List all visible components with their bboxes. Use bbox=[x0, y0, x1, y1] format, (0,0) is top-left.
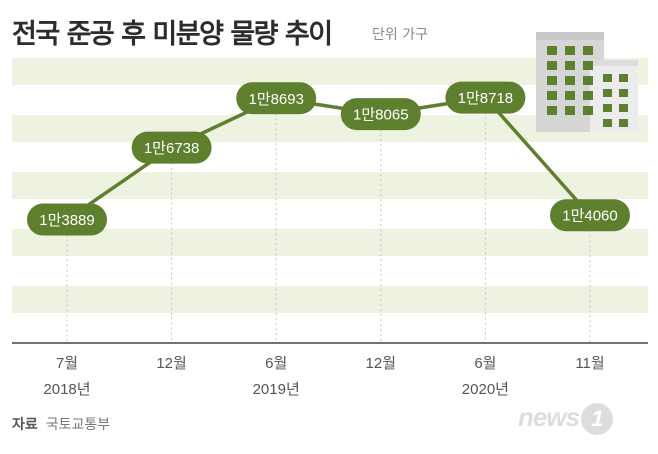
building-window bbox=[565, 61, 575, 70]
building-window bbox=[583, 91, 593, 100]
building-window bbox=[619, 89, 628, 97]
x-year-label: 2019년 bbox=[252, 381, 300, 398]
data-point: 1만6738 bbox=[131, 131, 212, 164]
data-point: 1만8065 bbox=[340, 98, 421, 131]
data-label-bg bbox=[445, 81, 526, 114]
data-label-bg bbox=[550, 199, 630, 232]
data-label-bg bbox=[27, 203, 107, 236]
grid-band bbox=[12, 172, 648, 199]
logo-mark: 1 bbox=[581, 403, 614, 436]
data-label-bg bbox=[236, 82, 317, 115]
data-label: 1만4060 bbox=[562, 208, 618, 225]
building-icon bbox=[536, 32, 638, 132]
building-window bbox=[603, 89, 612, 97]
building-window bbox=[565, 106, 575, 115]
data-label: 1만8693 bbox=[248, 91, 304, 108]
building-window bbox=[547, 76, 557, 85]
data-label: 1만8065 bbox=[353, 107, 409, 124]
data-point: 1만4060 bbox=[550, 199, 630, 232]
building-window bbox=[547, 91, 557, 100]
source-value: 국토교통부 bbox=[45, 417, 111, 433]
building-window bbox=[583, 61, 593, 70]
building-window bbox=[583, 46, 593, 55]
building-window bbox=[583, 76, 593, 85]
building-window bbox=[565, 91, 575, 100]
x-tick-label: 11월 bbox=[575, 355, 605, 372]
grid-band bbox=[12, 229, 648, 256]
building-window bbox=[603, 119, 612, 127]
unit-label: 단위 가구 bbox=[372, 27, 428, 43]
building-window bbox=[619, 104, 628, 112]
building-window bbox=[619, 119, 628, 127]
building-window bbox=[583, 106, 593, 115]
building-window bbox=[619, 74, 628, 82]
news1-logo: news 1 bbox=[518, 402, 614, 436]
x-tick-label: 6월 bbox=[265, 355, 288, 372]
building-window bbox=[565, 76, 575, 85]
building-window bbox=[547, 46, 557, 55]
x-tick-label: 12월 bbox=[156, 355, 187, 372]
vertical-guides bbox=[66, 97, 591, 343]
data-label: 1만8718 bbox=[458, 90, 514, 107]
building-window bbox=[603, 104, 612, 112]
data-label: 1만6738 bbox=[144, 140, 200, 157]
data-label: 1만3889 bbox=[39, 212, 95, 229]
source-key: 자료 bbox=[12, 417, 38, 433]
building-window bbox=[547, 61, 557, 70]
x-tick-label: 12월 bbox=[365, 355, 397, 372]
data-label-bg bbox=[131, 131, 212, 164]
x-year-label: 2018년 bbox=[43, 381, 91, 398]
building-window bbox=[547, 106, 557, 115]
logo-text: news bbox=[518, 402, 580, 432]
data-point: 1만3889 bbox=[27, 203, 107, 236]
x-tick-label: 6월 bbox=[474, 355, 497, 372]
building-window bbox=[565, 46, 575, 55]
x-tick-label: 7월 bbox=[55, 355, 79, 372]
source-line: 자료 국토교통부 bbox=[12, 414, 110, 434]
data-point: 1만8718 bbox=[445, 81, 526, 114]
building-window bbox=[603, 74, 612, 82]
grid-band bbox=[12, 286, 648, 313]
data-point: 1만8693 bbox=[236, 82, 317, 115]
chart-title: 전국 준공 후 미분양 물량 추이 bbox=[12, 19, 333, 50]
x-year-label: 2020년 bbox=[461, 381, 509, 398]
data-label-bg bbox=[340, 98, 421, 131]
